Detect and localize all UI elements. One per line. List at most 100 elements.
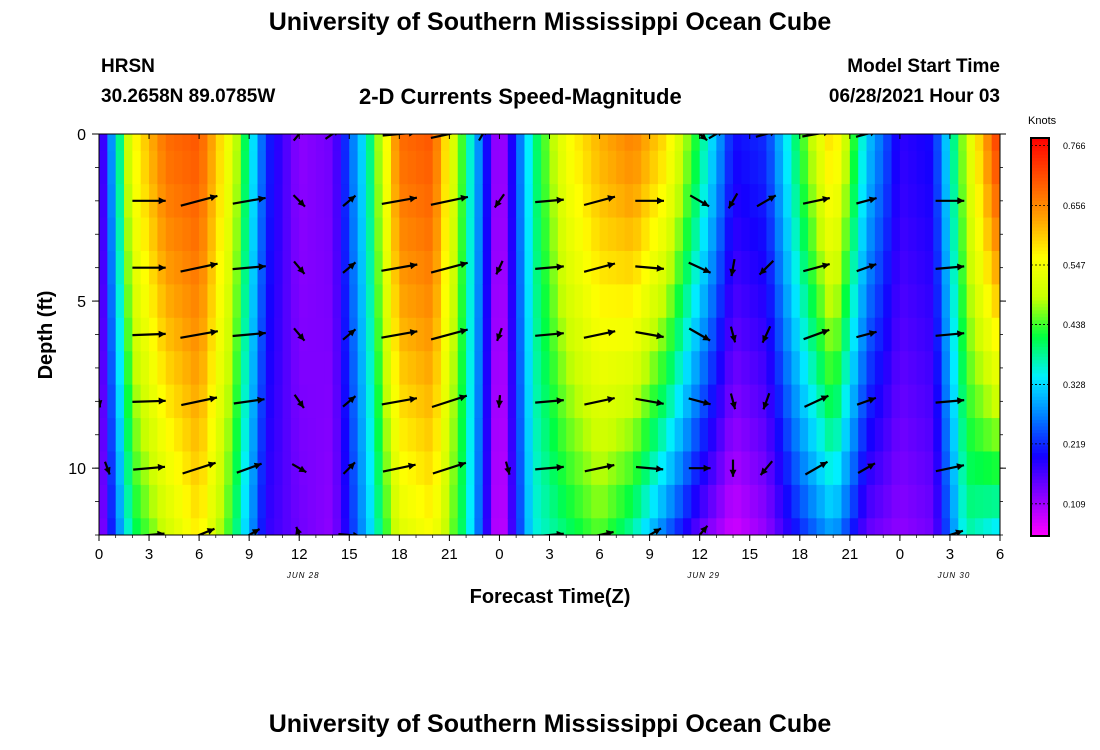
heat-cell xyxy=(624,317,634,352)
heat-cell xyxy=(207,217,217,252)
heat-cell xyxy=(340,217,350,252)
heat-cell xyxy=(849,150,859,185)
heat-cell xyxy=(858,284,868,319)
heat-cell xyxy=(382,184,392,219)
heat-cell xyxy=(516,451,526,486)
heat-cell xyxy=(140,134,150,152)
heat-cell xyxy=(699,150,709,185)
heat-cell xyxy=(858,451,868,486)
heat-cell xyxy=(566,184,576,219)
heat-cell xyxy=(457,384,467,419)
heat-cell xyxy=(224,451,234,486)
heat-cell xyxy=(274,217,284,252)
heat-cell xyxy=(140,217,150,252)
heat-cell xyxy=(174,418,184,453)
colorbar-label: 0.766 xyxy=(1063,141,1086,151)
heat-cell xyxy=(549,134,559,152)
heat-cell xyxy=(966,317,976,352)
heat-cell xyxy=(324,317,334,352)
heat-cell xyxy=(390,150,400,185)
heat-cell xyxy=(290,351,300,386)
heat-cell xyxy=(232,217,242,252)
heat-cell xyxy=(207,351,217,386)
x-tick-label: 21 xyxy=(841,546,858,563)
heat-cell xyxy=(741,134,751,152)
heat-cell xyxy=(307,284,317,319)
footer-title: University of Southern Mississippi Ocean… xyxy=(268,710,832,738)
heat-cell xyxy=(816,351,826,386)
heat-cell xyxy=(357,317,367,352)
heat-cell xyxy=(866,418,876,453)
heat-cell xyxy=(899,250,909,285)
heat-cell xyxy=(207,518,217,535)
heat-cell xyxy=(124,518,133,535)
heat-cell xyxy=(290,250,300,285)
heat-cell xyxy=(190,484,200,519)
heat-cell xyxy=(340,284,350,319)
heat-cell xyxy=(666,134,676,152)
heat-cell xyxy=(666,250,676,285)
heat-cell xyxy=(124,384,133,419)
heat-cell xyxy=(591,134,601,152)
heat-cell xyxy=(833,518,843,535)
heat-cell xyxy=(866,217,876,252)
heat-cell xyxy=(99,351,108,386)
heat-cell xyxy=(174,317,184,352)
heat-cell xyxy=(774,134,784,152)
heat-cell xyxy=(966,184,976,219)
heat-cell xyxy=(908,351,918,386)
heat-cell xyxy=(574,134,584,152)
heat-cell xyxy=(607,451,617,486)
heat-cell xyxy=(290,418,300,453)
heat-cell xyxy=(357,250,367,285)
heat-cell xyxy=(891,518,901,535)
heat-cell xyxy=(249,451,259,486)
heat-cell xyxy=(190,284,200,319)
heat-cell xyxy=(215,451,225,486)
heat-cell xyxy=(766,451,776,486)
heat-cell xyxy=(924,484,934,519)
heat-cell xyxy=(733,184,742,219)
heat-cell xyxy=(424,384,434,419)
heat-cell xyxy=(691,150,701,185)
heat-cell xyxy=(549,284,559,319)
current-vector xyxy=(292,194,306,208)
heat-cell xyxy=(240,351,250,386)
heat-cell xyxy=(874,384,884,419)
heat-cell xyxy=(816,451,826,486)
heat-cell xyxy=(841,317,851,352)
heat-cell xyxy=(115,250,125,285)
heat-cell xyxy=(374,484,384,519)
heat-cell xyxy=(449,150,459,185)
heat-cell xyxy=(149,284,158,319)
heat-cell xyxy=(207,484,217,519)
heat-cell xyxy=(833,184,843,219)
heat-cell xyxy=(99,418,108,453)
heat-cell xyxy=(916,384,926,419)
heat-cell xyxy=(274,484,284,519)
heat-cell xyxy=(574,384,584,419)
heat-cell xyxy=(708,150,717,185)
heat-cell xyxy=(115,384,125,419)
heat-cell xyxy=(432,184,442,219)
heat-cell xyxy=(766,250,776,285)
heat-cell xyxy=(107,384,117,419)
heat-cell xyxy=(474,150,484,185)
heat-cell xyxy=(132,484,142,519)
heat-cell xyxy=(499,217,509,252)
heat-cell xyxy=(808,284,818,319)
heat-cell xyxy=(124,217,133,252)
heat-cell xyxy=(841,250,851,285)
current-vector xyxy=(496,395,503,408)
heat-cell xyxy=(340,384,350,419)
heat-cell xyxy=(758,351,767,386)
heat-cell xyxy=(99,317,108,352)
heat-cell xyxy=(190,351,200,386)
heat-cell xyxy=(582,518,592,535)
heat-cell xyxy=(382,250,392,285)
heat-cell xyxy=(866,484,876,519)
heat-cell xyxy=(574,418,584,453)
heat-cell xyxy=(733,384,742,419)
heat-cell xyxy=(541,518,551,535)
heat-cell xyxy=(507,134,517,152)
